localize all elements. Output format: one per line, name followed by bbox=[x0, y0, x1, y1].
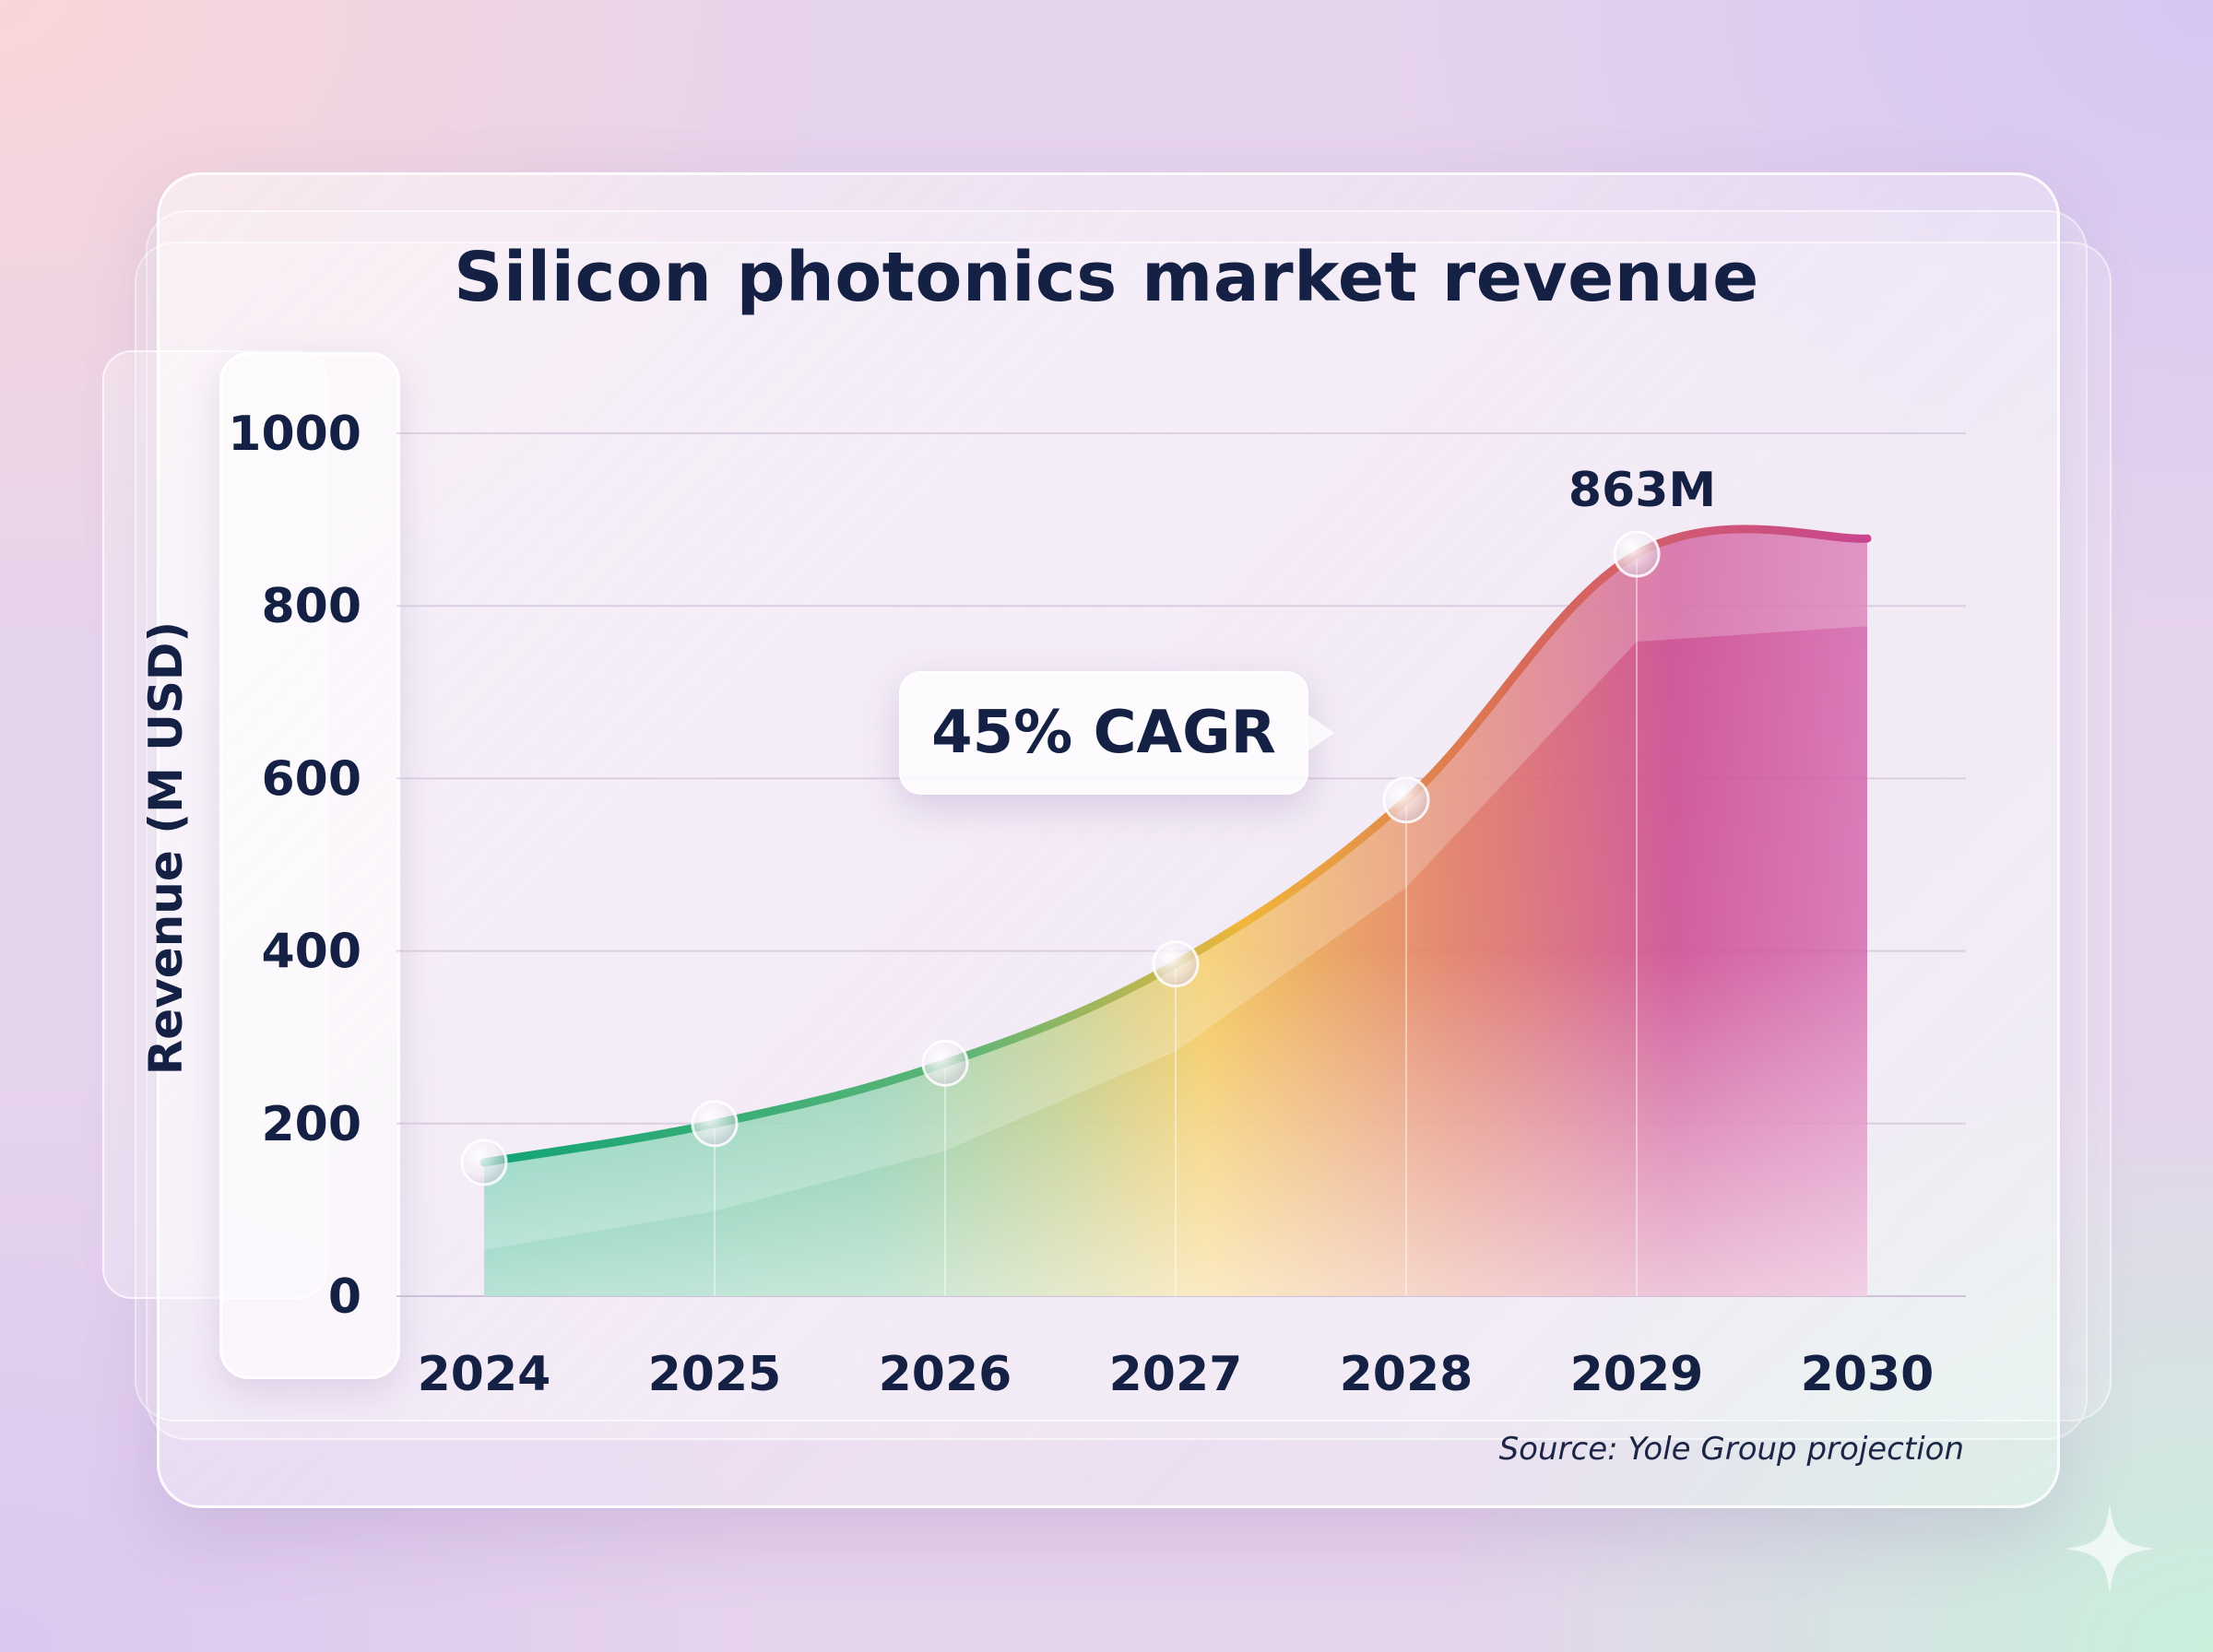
source-note: Source: Yole Group projection bbox=[1498, 1431, 1964, 1468]
x-tick-label: 2025 bbox=[648, 1347, 782, 1402]
data-point-marker bbox=[1152, 940, 1200, 988]
x-tick-label: 2024 bbox=[418, 1347, 551, 1402]
y-tick-label: 200 bbox=[261, 1097, 361, 1152]
y-tick-label: 400 bbox=[261, 925, 361, 980]
y-tick-label: 0 bbox=[328, 1269, 361, 1325]
y-axis-tick-panel bbox=[219, 352, 400, 1379]
data-point-marker bbox=[1613, 530, 1661, 578]
chart-title: Silicon photonics market revenue bbox=[454, 238, 1759, 317]
data-point-marker bbox=[460, 1139, 508, 1186]
x-tick-label: 2026 bbox=[879, 1347, 1012, 1402]
x-tick-label: 2029 bbox=[1570, 1347, 1704, 1402]
sparkle-icon bbox=[2064, 1503, 2156, 1595]
x-tick-label: 2027 bbox=[1109, 1347, 1243, 1402]
y-tick-label: 600 bbox=[261, 751, 361, 807]
x-tick-label: 2030 bbox=[1801, 1347, 1935, 1402]
y-tick-label: 800 bbox=[261, 579, 361, 634]
peak-value-label: 863M bbox=[1568, 463, 1716, 518]
data-point-marker bbox=[691, 1100, 739, 1148]
area-fade bbox=[484, 528, 1867, 1296]
x-tick-label: 2028 bbox=[1340, 1347, 1473, 1402]
area-highlight-band bbox=[484, 528, 1867, 1250]
data-point-marker bbox=[1382, 776, 1430, 824]
y-tick-label: 1000 bbox=[228, 407, 361, 462]
data-point-marker bbox=[921, 1039, 969, 1087]
cagr-callout: 45% CAGR bbox=[899, 671, 1334, 795]
